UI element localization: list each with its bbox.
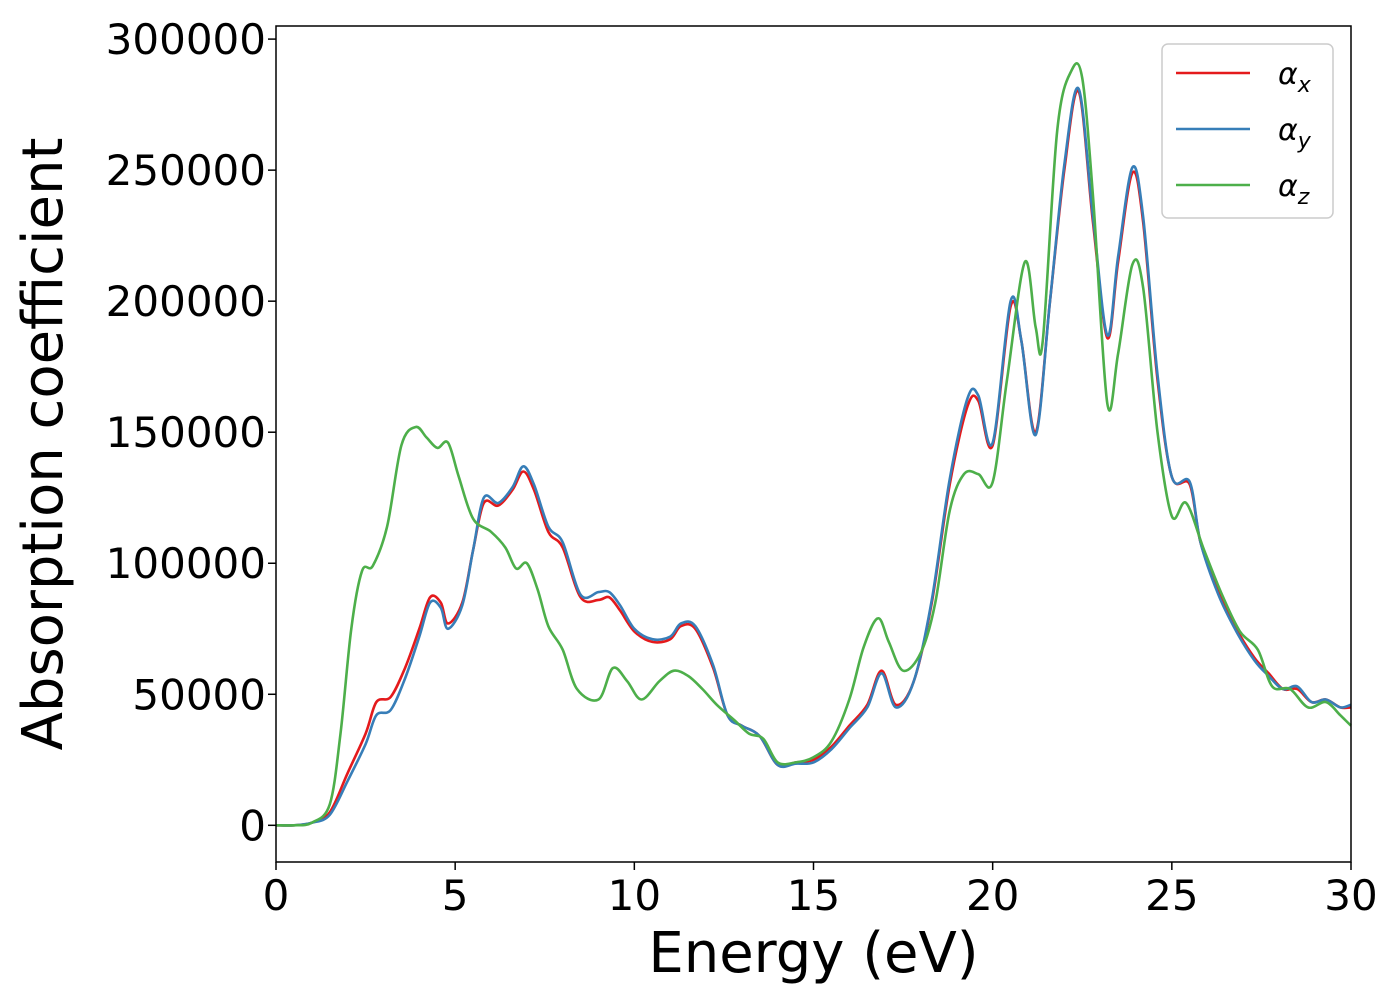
y-tick-label: 100000	[106, 539, 266, 588]
series-line-y	[275, 86, 1352, 827]
y-tick-label: 150000	[106, 408, 266, 457]
x-tick-label: 5	[442, 871, 469, 920]
y-tick-label: 250000	[106, 146, 266, 195]
legend-label-z: αz	[1278, 169, 1310, 210]
y-axis-label: Absorption coefficient	[11, 138, 76, 751]
ticks-layer: 0 5 10 15 20 25 30 0 50000 100000 150000 200000 2500…	[106, 15, 1378, 920]
x-tick-label: 20	[966, 871, 1019, 920]
x-tick-label: 15	[787, 871, 840, 920]
legend: αx αy αz	[1161, 43, 1334, 219]
legend-label-y: αy	[1278, 113, 1312, 154]
x-tick-label: 25	[1145, 871, 1198, 920]
x-tick-label: 0	[263, 871, 290, 920]
series-layer	[275, 62, 1352, 827]
x-tick-label: 30	[1324, 871, 1377, 920]
y-tick-label: 50000	[132, 670, 266, 719]
y-tick-label: 0	[239, 801, 266, 850]
series-line-z	[275, 62, 1352, 827]
y-tick-label: 200000	[106, 277, 266, 326]
x-tick-label: 10	[608, 871, 661, 920]
legend-label-x: αx	[1278, 57, 1312, 98]
legend-items: αx αy αz	[1176, 57, 1312, 210]
y-tick-label: 300000	[106, 15, 266, 64]
legend-box	[1161, 43, 1334, 219]
x-axis-label: Energy (eV)	[648, 921, 978, 986]
